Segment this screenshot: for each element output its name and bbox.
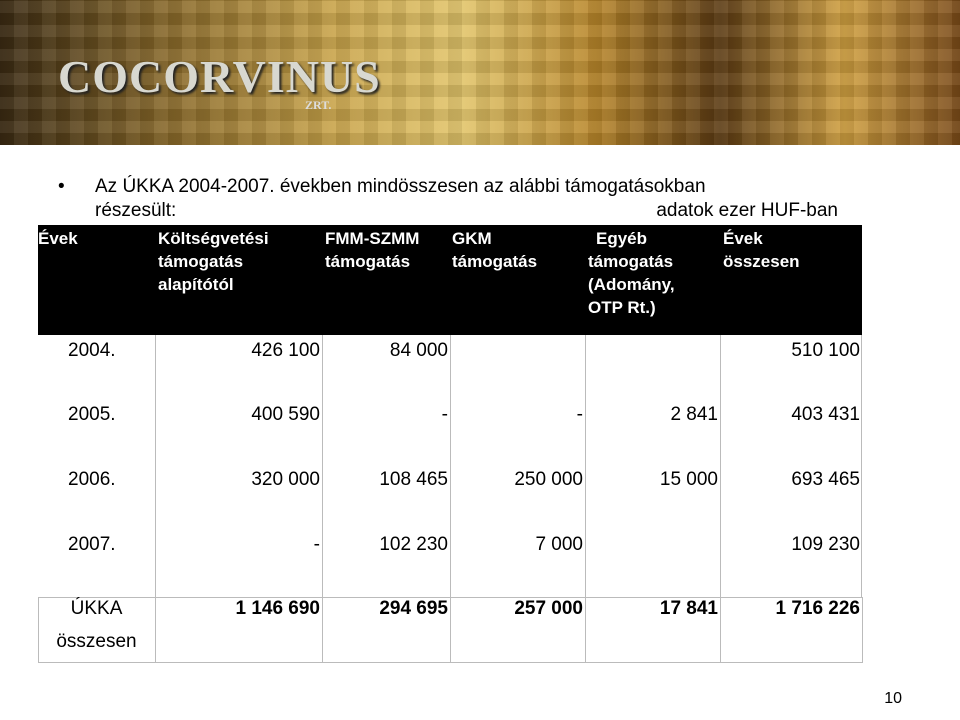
cell-value: 400 590 <box>251 404 320 425</box>
bullet-dot: • <box>58 176 65 197</box>
total-label: összesen <box>56 631 137 652</box>
cell-value: 108 465 <box>379 469 448 490</box>
header-cell: támogatás <box>158 252 244 271</box>
cell-value: - <box>313 534 320 555</box>
total-box <box>38 597 863 663</box>
unit-note: adatok ezer HUF-ban <box>656 200 838 221</box>
cell-value: - <box>441 404 448 425</box>
row-year: 2006. <box>68 469 116 490</box>
header-cell: Évek <box>723 229 763 248</box>
logo-suffix: ZRT. <box>305 98 332 112</box>
header-cell: támogatás <box>325 252 411 271</box>
total-value: 1 716 226 <box>775 598 860 619</box>
header-cell: Évek <box>38 229 78 248</box>
grid-line <box>155 335 156 662</box>
cell-value: 320 000 <box>251 469 320 490</box>
cell-value: 510 100 <box>791 340 860 361</box>
cell-value: 2 841 <box>670 404 718 425</box>
cell-value: 426 100 <box>251 340 320 361</box>
logo: COCORVINUS <box>58 51 381 102</box>
header-cell: OTP Rt.) <box>588 298 656 317</box>
total-value: 257 000 <box>514 598 583 619</box>
cell-value: 84 000 <box>389 340 448 361</box>
cell-value: 109 230 <box>791 534 860 555</box>
header-cell: alapítótól <box>158 275 234 294</box>
header-cell: Költségvetési <box>158 229 269 248</box>
cell-value: 7 000 <box>535 534 583 555</box>
bullet-text: részesült: <box>95 200 177 221</box>
header-cell: összesen <box>723 252 800 271</box>
cell-value: 102 230 <box>379 534 448 555</box>
row-year: 2007. <box>68 534 116 555</box>
page-number: 10 <box>884 690 902 707</box>
row-year: 2004. <box>68 340 116 361</box>
header-cell: (Adomány, <box>588 275 675 294</box>
header-cell: FMM-SZMM <box>325 229 420 248</box>
row-year: 2005. <box>68 404 116 425</box>
banner <box>0 0 960 145</box>
cell-value: 250 000 <box>514 469 583 490</box>
cell-value: 693 465 <box>791 469 860 490</box>
header-cell: GKM <box>452 229 492 248</box>
cell-value: - <box>576 404 583 425</box>
cell-value: 15 000 <box>659 469 718 490</box>
total-value: 1 146 690 <box>235 598 320 619</box>
cell-value: 403 431 <box>791 404 860 425</box>
header-cell: támogatás <box>588 252 674 271</box>
grid-line <box>322 335 323 662</box>
total-label: ÚKKA <box>70 598 123 619</box>
table-header-bg <box>38 225 862 335</box>
grid-line <box>450 335 451 662</box>
header-cell: Egyéb <box>596 229 648 248</box>
bullet-text: Az ÚKKA 2004-2007. években mindösszesen … <box>95 176 706 197</box>
right-border <box>861 335 862 597</box>
grid-line <box>585 335 586 662</box>
grid-line <box>720 335 721 662</box>
total-value: 17 841 <box>659 598 718 619</box>
total-value: 294 695 <box>379 598 448 619</box>
header-cell: támogatás <box>452 252 538 271</box>
